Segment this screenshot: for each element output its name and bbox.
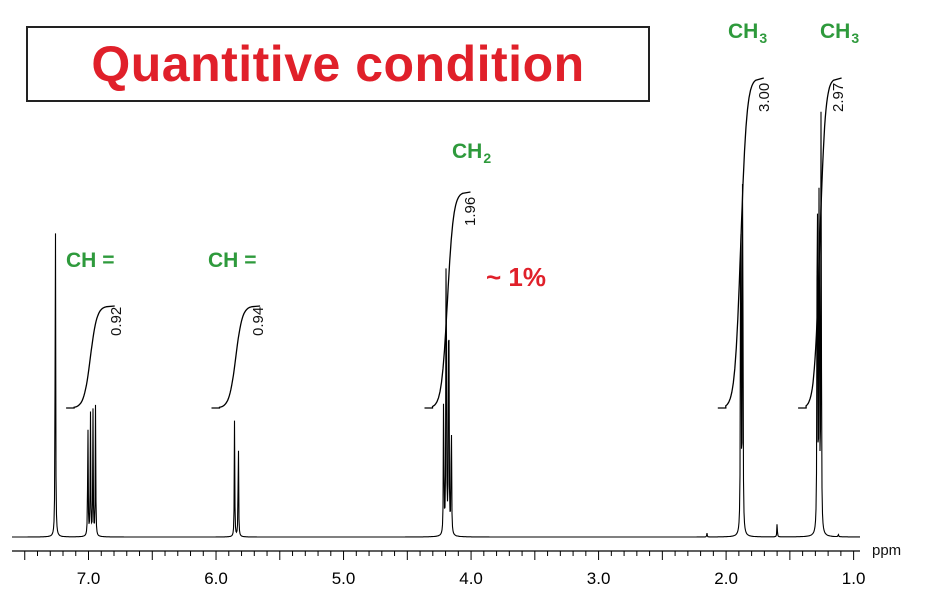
group-label-text: CH (208, 249, 239, 272)
group-label-ch3-b: CH3 (820, 20, 860, 46)
spectrum-trace (12, 111, 860, 538)
x-tick-label: 3.0 (587, 569, 611, 588)
x-tick-label: 1.0 (842, 569, 866, 588)
group-label-text: CH (728, 20, 759, 43)
group-label-text: CH (820, 20, 851, 43)
integral-curves (66, 77, 842, 409)
group-label-suffix: = (102, 249, 115, 272)
group-label-text: CH (452, 140, 483, 163)
group-label-ch2: CH2 (452, 140, 492, 166)
x-tick-label: 4.0 (459, 569, 483, 588)
x-axis-unit: ppm (872, 542, 902, 559)
group-label-ch-vinyl-2: CH = (208, 249, 256, 273)
integral-value: 3.00 (756, 82, 773, 112)
x-tick-label: 6.0 (204, 569, 228, 588)
integral-curve (66, 305, 115, 409)
x-tick-label: 7.0 (77, 569, 101, 588)
group-label-subscript: 3 (759, 30, 768, 46)
x-tick-label: 2.0 (714, 569, 738, 588)
x-tick-label: 5.0 (332, 569, 356, 588)
integral-value: 0.92 (108, 306, 125, 336)
group-label-text: CH (66, 249, 97, 272)
group-label-subscript: 3 (851, 30, 860, 46)
integral-value: 0.94 (250, 306, 267, 336)
chart-title: Quantitive condition (91, 36, 585, 92)
integral-value: 2.97 (830, 82, 847, 112)
group-label-ch-vinyl-1: CH = (66, 249, 114, 273)
group-label-suffix: = (244, 249, 257, 272)
group-label-subscript: 2 (483, 150, 492, 166)
integral-curve (211, 305, 261, 409)
x-axis-ticks: 7.0 6.0 5.0 4.0 3.0 2.0 1.0 (24, 551, 866, 588)
percentage-note: ~ 1% (486, 262, 546, 292)
group-label-ch3-a: CH3 (728, 20, 768, 46)
integral-value: 1.96 (462, 196, 479, 226)
integral-curve (424, 191, 471, 409)
title-box: Quantitive condition (26, 26, 650, 102)
